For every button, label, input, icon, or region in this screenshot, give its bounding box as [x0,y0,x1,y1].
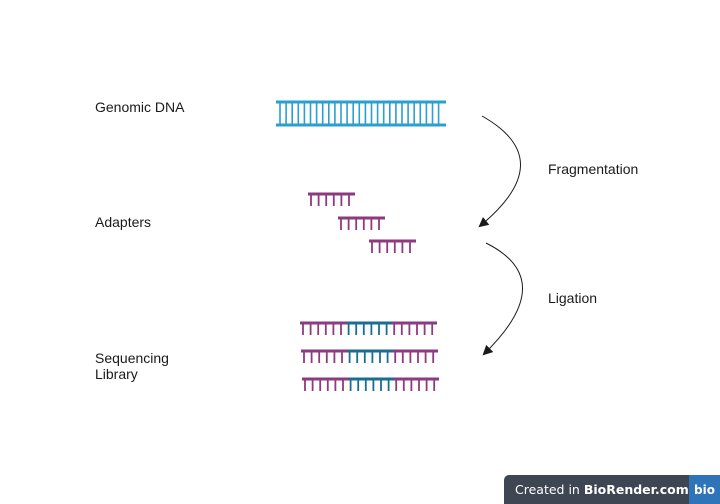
ligation-arrow [482,242,523,356]
fragmentation-arrow [478,115,521,228]
adapter-1 [308,192,355,206]
adapter-3 [369,239,416,253]
library-fragments [300,321,439,391]
watermark-text: Created in BioRender.com [504,482,689,497]
genomic-dna-label: Genomic DNA [95,99,185,115]
ligation-label: Ligation [548,290,598,306]
biorender-watermark: Created in BioRender.com bio [504,475,720,504]
watermark-brand: BioRender.com [583,482,689,497]
adapters-label: Adapters [95,214,152,230]
fragmentation-label: Fragmentation [548,161,639,177]
library-fragment-1 [300,321,437,335]
sequencing-library-label: Sequencing Library [95,350,169,382]
watermark-prefix: Created in [515,482,584,497]
adapter-molecules [308,192,416,253]
adapter-2 [338,216,385,230]
library-fragment-2 [301,349,438,363]
genomic-dna-double-strand [276,100,446,127]
library-fragment-3 [302,377,439,391]
biorender-logo: bio [689,475,720,504]
